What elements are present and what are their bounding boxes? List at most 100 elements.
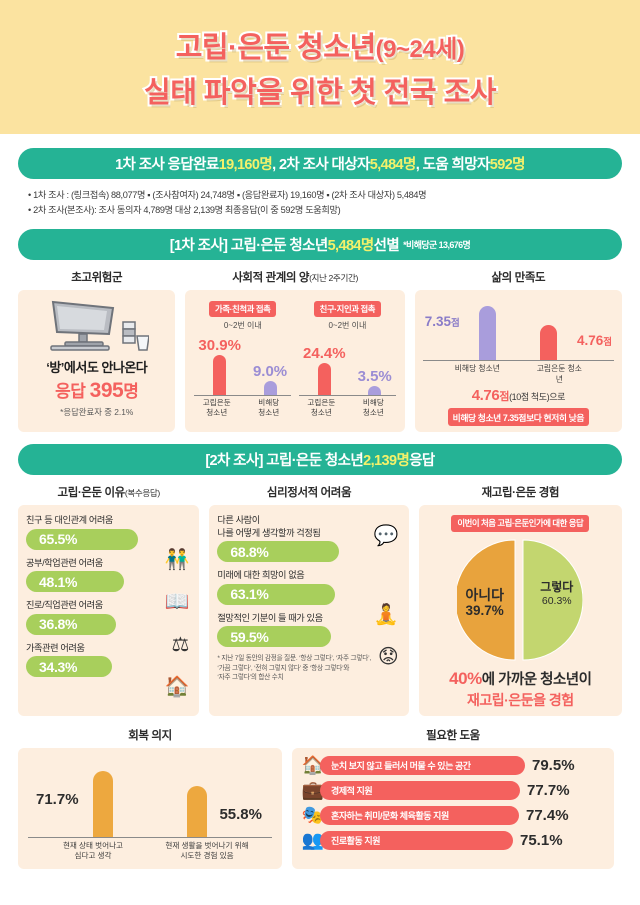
- bar-friend-nonisolated: 3.5%: [357, 368, 392, 396]
- psych-value-bar: 59.5%: [217, 626, 332, 648]
- banner2-part1: [1차 조사] 고립·은둔 청소년: [169, 238, 328, 255]
- wallet-icon: 💼: [301, 780, 325, 801]
- bullet-line-2: • 2차 조사(본조사): 조사 동의자 4,789명 대상 2,139명 최종…: [28, 205, 341, 216]
- extreme-risk-count-pre: 응답: [55, 382, 90, 402]
- social-relations-title-sub: (지난 2주기간): [309, 273, 358, 284]
- support-percent: 77.4%: [526, 806, 569, 824]
- person-sitting-icon: 🧘: [373, 603, 399, 626]
- support-label-bar: 눈치 보지 않고 들러서 머물 수 있는 공간: [320, 755, 525, 775]
- extreme-risk-count-number: 395: [89, 379, 124, 403]
- reason-value-bar: 65.5%: [26, 528, 138, 550]
- psych-label: 절망적인 기분이 들 때가 있음: [217, 612, 323, 623]
- banner1-part3: , 도움 희망자: [415, 157, 491, 173]
- panel-reisolation-experience: 재고립·은둔 경험 이번이 처음 고립·은둔인가에 대한 응답 아니다 39.7…: [418, 475, 622, 716]
- hero-title-line1: 고립·은둔 청소년(9~24세): [174, 24, 467, 66]
- book-icon: 📖: [164, 591, 190, 614]
- recovery-value-2: 55.8%: [219, 805, 262, 823]
- panel-needed-support-title: 필요한 도움: [426, 729, 480, 742]
- psych-item: 미래에 대한 희망이 없음 63.1% 🧘: [217, 569, 400, 625]
- panel-recovery-will: 회복 의지 71.7% 55.8% 현재 상태 벗어나고 심다고 생각 현재 생활…: [18, 718, 282, 869]
- bar-family-nonisolated-value: 9.0%: [252, 363, 288, 381]
- computer-desk-illustration: [24, 298, 169, 354]
- satisfaction-label-isolated: 고립은둔 청소년: [536, 364, 582, 385]
- support-percent: 79.5%: [532, 756, 575, 774]
- satisfaction-value-isolated-num: 4.76: [576, 333, 604, 349]
- banner1-part2: , 2차 조사 대상자: [272, 157, 370, 173]
- pie-label-no: 아니다 39.7%: [465, 587, 504, 619]
- reisolation-summary-line1: 40%에 가까운 청소년이: [426, 668, 615, 689]
- pie-chart-svg: [457, 539, 584, 661]
- reason-label: 가족관련 어려움: [26, 642, 85, 653]
- bar-family-nonisolated: 9.0%: [252, 363, 288, 396]
- reason-value-bar: 34.3%: [26, 656, 112, 678]
- bullet-line-1: • 1차 조사 : (링크접속) 88,077명 ▪ (조사참여자) 24,74…: [28, 190, 427, 200]
- social-relations-title-main: 사회적 관계의 양: [232, 272, 310, 285]
- reisolation-summary-pct: 40%: [449, 668, 482, 688]
- banner1-number3: 592명: [489, 157, 526, 173]
- reason-item: 공부/학업관련 어려움 48.1% 📖: [26, 557, 191, 612]
- friend-contact-tag: 친구·지인과 접촉: [313, 301, 382, 318]
- theater-masks-icon: 🎭: [301, 805, 325, 826]
- scales-icon: ⚖: [171, 633, 190, 656]
- hero-title-age-range: (9~24세): [374, 34, 467, 65]
- reason-value-bar: 48.1%: [26, 571, 124, 593]
- banner3-part2: 응답: [409, 453, 435, 470]
- summary-banner: 1차 조사 응답완료 19,160명, 2차 조사 대상자 5,484명, 도움…: [18, 148, 622, 179]
- satisfaction-value-nonisolated: 7.35점: [425, 314, 460, 329]
- reisolation-summary-line2: 재고립·은둔을 경험: [467, 691, 574, 708]
- banner2-footnote: *비해당군 13,676명: [403, 240, 471, 251]
- recovery-label-2: 현재 생활을 벗어나기 위해 시도한 경험 있음: [165, 840, 249, 860]
- pie-label-yes-text: 그렇다: [540, 579, 574, 594]
- panel-isolation-reasons-title: 고립·은둔 이유(복수응답): [18, 484, 199, 500]
- reason-value-bar: 36.8%: [26, 613, 116, 635]
- panel-isolation-reasons: 고립·은둔 이유(복수응답) 친구 등 대인관계 어려움 65.5% 👬 공부/…: [18, 475, 200, 716]
- family-contact-sub: 0~2번 이내: [223, 321, 262, 331]
- pie-label-no-text: 아니다: [465, 586, 504, 603]
- panel-life-satisfaction: 삶의 만족도 7.35점 4.76점 비해당 청소년: [414, 260, 622, 433]
- support-label-bar: 혼자하는 취미/문화 체육활동 지원: [320, 805, 519, 825]
- reason-item: 진로/직업관련 어려움 36.8% ⚖: [26, 599, 191, 655]
- worried-face-icon: 😟: [377, 646, 399, 669]
- social-group-family: 가족·친척과 접촉 0~2번 이내 30.9% 9.0%: [190, 299, 295, 417]
- panel-reisolation-title: 재고립·은둔 경험: [481, 487, 560, 500]
- panel-social-relations-title: 사회적 관계의 양(지난 2주기간): [185, 269, 404, 285]
- banner3-number: 2,139명: [363, 453, 410, 470]
- second-survey-banner: [2차 조사] 고립·은둔 청소년 2,139명 응답: [18, 444, 622, 476]
- satisfaction-value-isolated-unit: 점: [603, 337, 612, 349]
- psych-footnote: * 지난 7일 동안의 감정을 질문. ‘항상 그렇다’, ‘자주 그렇다’, ‘…: [217, 655, 372, 682]
- social-group-friends: 친구·지인과 접촉 0~2번 이내 24.4% 3.5%: [295, 299, 400, 417]
- bar-family-isolated-label: 고립은둔 청소년: [202, 398, 231, 417]
- support-percent: 75.1%: [520, 831, 563, 849]
- reisolation-question-tag: 이번이 처음 고립·은둔인가에 대한 응답: [451, 514, 590, 532]
- panel-recovery-will-title: 회복 의지: [128, 729, 172, 742]
- reason-label: 진로/직업관련 어려움: [26, 600, 103, 611]
- satisfaction-value-isolated: 4.76점: [577, 333, 612, 348]
- psych-label: 다른 사람이 나를 어떻게 생각할까 걱정됨: [217, 515, 321, 538]
- extreme-risk-count-post: 명: [123, 382, 139, 402]
- people-group-icon: 👥: [301, 830, 325, 851]
- family-network-icon: 🏠: [164, 676, 190, 699]
- banner2-number: 5,484명: [327, 238, 375, 255]
- satisfaction-summary-unit: 점: [499, 391, 510, 404]
- banner3-part1: [2차 조사] 고립·은둔 청소년: [205, 453, 364, 470]
- methodology-bullets: • 1차 조사 : (링크접속) 88,077명 ▪ (조사참여자) 24,74…: [28, 188, 612, 218]
- pie-label-no-value: 39.7%: [465, 602, 504, 618]
- panel-life-satisfaction-title: 삶의 만족도: [491, 272, 546, 285]
- reason-label: 친구 등 대인관계 어려움: [26, 515, 113, 526]
- first-survey-panels: 초고위험군 ‘방’에서도 안나온다: [18, 260, 622, 433]
- reisolation-summary-rest: 에 가까운 청소년이: [481, 671, 592, 688]
- panel-needed-support: 필요한 도움 🏠 눈치 보지 않고 들러서 머물 수 있는 공간 79.5% 💼…: [292, 718, 614, 869]
- reason-item: 가족관련 어려움 34.3% 🏠: [26, 642, 191, 697]
- support-label-bar: 진로활동 지원: [320, 830, 513, 850]
- bar-friend-isolated-value: 24.4%: [303, 345, 346, 363]
- bar-friend-nonisolated-value: 3.5%: [357, 368, 392, 386]
- bar-family-nonisolated-label: 비해당 청소년: [258, 398, 280, 417]
- support-item: 👥 진로활동 지원 75.1%: [300, 830, 606, 851]
- support-item: 🏠 눈치 보지 않고 들러서 머물 수 있는 공간 79.5%: [300, 755, 606, 776]
- house-icon: 🏠: [301, 755, 325, 776]
- panel-psychological-difficulty-title: 심리정서적 어려움: [266, 487, 352, 500]
- second-survey-panels: 고립·은둔 이유(복수응답) 친구 등 대인관계 어려움 65.5% 👬 공부/…: [18, 475, 622, 716]
- bar-friend-isolated: 24.4%: [303, 345, 346, 396]
- recovery-value-1: 71.7%: [36, 790, 79, 808]
- section3-panels: 회복 의지 71.7% 55.8% 현재 상태 벗어나고 심다고 생각 현재 생활…: [18, 718, 622, 869]
